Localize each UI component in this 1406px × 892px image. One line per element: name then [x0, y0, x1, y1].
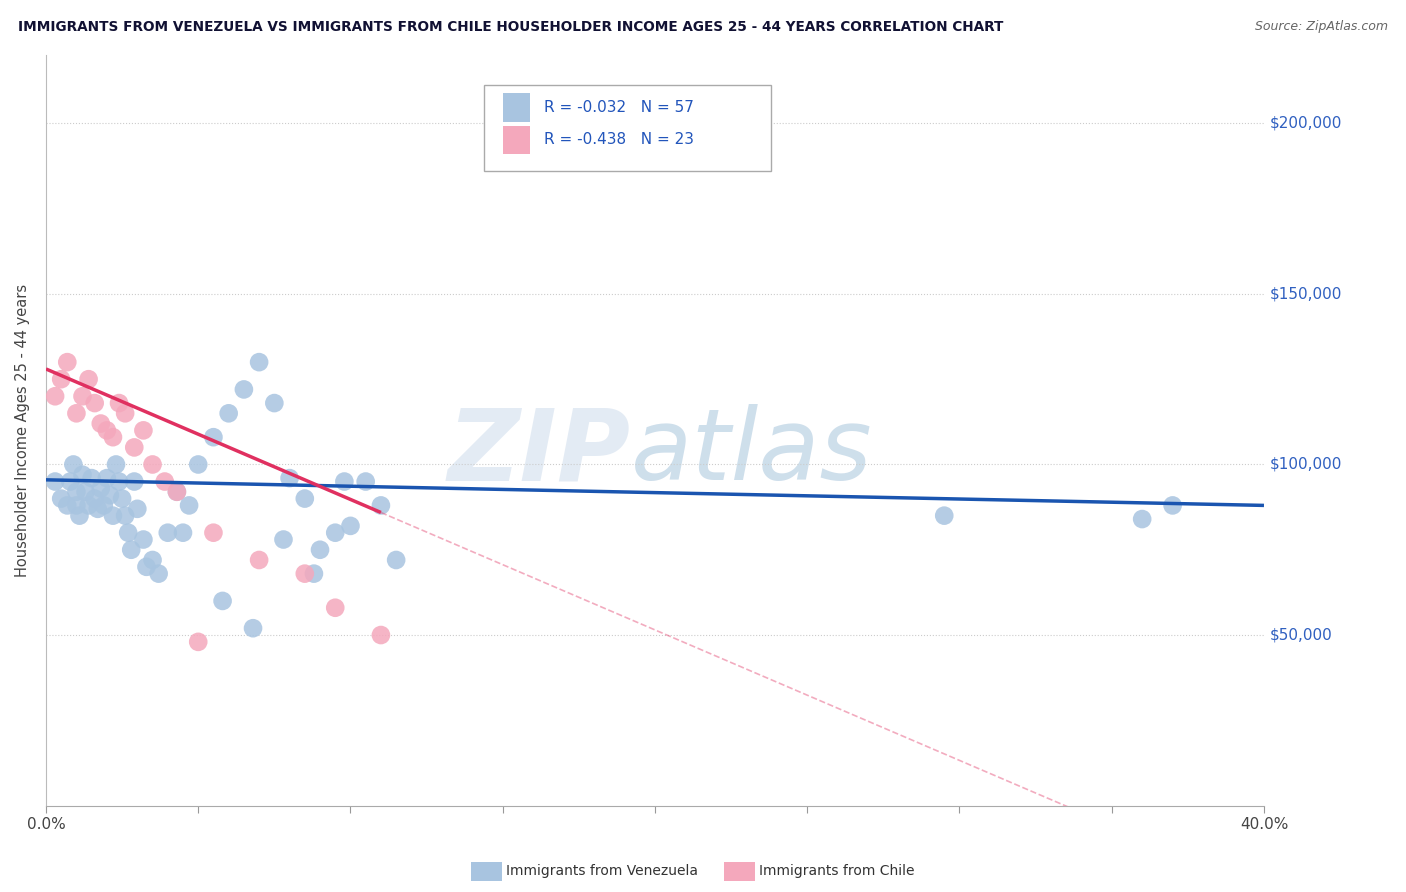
Point [273, 533, 295, 547]
Point [65, 484, 87, 499]
Point [211, 594, 233, 608]
Point [83, 396, 105, 410]
Point [323, 525, 346, 540]
Point [96, 471, 118, 485]
Point [56, 499, 79, 513]
Text: $150,000: $150,000 [1270, 286, 1343, 301]
Point [247, 355, 270, 369]
Point [202, 525, 225, 540]
Point [187, 458, 209, 472]
Text: Source: ZipAtlas.com: Source: ZipAtlas.com [1254, 20, 1388, 33]
Point [172, 525, 194, 540]
Point [65, 406, 87, 420]
Text: $50,000: $50,000 [1270, 628, 1333, 642]
Point [354, 475, 377, 489]
Point [51, 491, 73, 506]
Point [135, 559, 157, 574]
Y-axis label: Householder Income Ages 25 - 44 years: Householder Income Ages 25 - 44 years [15, 284, 30, 577]
Point [132, 423, 155, 437]
Point [77, 499, 100, 513]
Point [370, 499, 392, 513]
Text: Immigrants from Chile: Immigrants from Chile [759, 864, 915, 879]
Point [247, 553, 270, 567]
Point [323, 600, 346, 615]
Point [202, 430, 225, 444]
Point [148, 566, 170, 581]
Point [111, 491, 134, 506]
Point [124, 475, 146, 489]
Point [117, 525, 139, 540]
Point [65, 499, 87, 513]
Point [124, 441, 146, 455]
Point [385, 553, 408, 567]
Point [69, 508, 91, 523]
Point [166, 484, 188, 499]
Point [80, 471, 103, 485]
Point [294, 566, 316, 581]
Point [101, 508, 124, 523]
Point [166, 484, 188, 499]
FancyBboxPatch shape [503, 94, 530, 122]
Text: ZIP: ZIP [447, 404, 631, 501]
Point [120, 542, 142, 557]
Point [309, 542, 332, 557]
Point [370, 628, 392, 642]
Text: $200,000: $200,000 [1270, 116, 1343, 131]
Point [44, 389, 66, 403]
Text: Immigrants from Venezuela: Immigrants from Venezuela [506, 864, 699, 879]
Point [83, 491, 105, 506]
Point [1130, 512, 1153, 526]
Point [77, 372, 100, 386]
Point [62, 458, 84, 472]
Point [263, 396, 285, 410]
Point [72, 389, 94, 403]
Point [278, 471, 301, 485]
Text: IMMIGRANTS FROM VENEZUELA VS IMMIGRANTS FROM CHILE HOUSEHOLDER INCOME AGES 25 - : IMMIGRANTS FROM VENEZUELA VS IMMIGRANTS … [18, 20, 1004, 34]
Point [90, 417, 112, 431]
FancyBboxPatch shape [485, 85, 770, 171]
Point [177, 499, 200, 513]
Point [98, 488, 121, 502]
Point [108, 475, 131, 489]
Point [339, 519, 361, 533]
Point [114, 406, 136, 420]
Point [75, 484, 97, 499]
Point [87, 501, 110, 516]
Point [127, 501, 149, 516]
Point [141, 553, 163, 567]
Point [302, 566, 325, 581]
Point [333, 475, 356, 489]
FancyBboxPatch shape [503, 126, 530, 154]
Point [114, 508, 136, 523]
Point [232, 383, 254, 397]
Point [90, 481, 112, 495]
Point [218, 406, 240, 420]
Text: atlas: atlas [631, 404, 872, 501]
Point [187, 635, 209, 649]
Point [132, 533, 155, 547]
Text: R = -0.032   N = 57: R = -0.032 N = 57 [544, 100, 695, 115]
Point [44, 475, 66, 489]
Point [56, 355, 79, 369]
Point [156, 525, 179, 540]
Point [294, 491, 316, 506]
Point [93, 499, 115, 513]
Point [51, 372, 73, 386]
Point [153, 475, 176, 489]
Point [101, 430, 124, 444]
Text: $100,000: $100,000 [1270, 457, 1343, 472]
Point [934, 508, 956, 523]
Point [105, 458, 128, 472]
Point [141, 458, 163, 472]
Point [242, 621, 264, 635]
Point [72, 467, 94, 482]
Text: R = -0.438   N = 23: R = -0.438 N = 23 [544, 132, 695, 147]
Point [96, 423, 118, 437]
Point [59, 475, 82, 489]
Point [1161, 499, 1184, 513]
Point [108, 396, 131, 410]
